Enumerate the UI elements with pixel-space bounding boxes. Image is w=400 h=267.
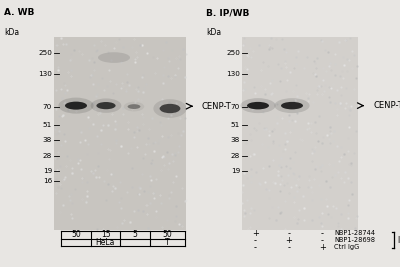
Text: -: - bbox=[287, 229, 290, 238]
Ellipse shape bbox=[281, 102, 303, 109]
Text: T: T bbox=[165, 238, 170, 247]
Ellipse shape bbox=[98, 52, 130, 63]
Ellipse shape bbox=[240, 98, 276, 113]
Text: A. WB: A. WB bbox=[4, 8, 34, 17]
Ellipse shape bbox=[153, 99, 187, 118]
Ellipse shape bbox=[91, 99, 121, 113]
Text: 250: 250 bbox=[38, 50, 52, 56]
Text: 51: 51 bbox=[231, 122, 240, 128]
Text: 70: 70 bbox=[231, 104, 240, 109]
Ellipse shape bbox=[160, 104, 180, 113]
Ellipse shape bbox=[65, 102, 87, 110]
Text: 250: 250 bbox=[226, 50, 240, 56]
Text: 28: 28 bbox=[43, 153, 52, 159]
Bar bbox=[54, 37, 186, 230]
Ellipse shape bbox=[96, 102, 116, 109]
Text: -: - bbox=[254, 243, 257, 252]
Text: 130: 130 bbox=[38, 71, 52, 77]
Text: 50: 50 bbox=[71, 230, 81, 239]
Text: NBP1-28698: NBP1-28698 bbox=[334, 237, 375, 243]
Ellipse shape bbox=[274, 98, 310, 113]
Text: +: + bbox=[285, 236, 292, 245]
Ellipse shape bbox=[128, 104, 140, 109]
Text: 19: 19 bbox=[43, 168, 52, 174]
Text: HeLa: HeLa bbox=[96, 238, 115, 247]
Text: +: + bbox=[319, 243, 326, 252]
Text: 130: 130 bbox=[226, 71, 240, 77]
Text: 5: 5 bbox=[132, 230, 137, 239]
Text: IP: IP bbox=[397, 236, 400, 245]
Text: Ctrl IgG: Ctrl IgG bbox=[334, 244, 359, 250]
Text: 15: 15 bbox=[101, 230, 110, 239]
Text: CENP-T: CENP-T bbox=[202, 102, 232, 111]
Text: B. IP/WB: B. IP/WB bbox=[206, 8, 249, 17]
Text: -: - bbox=[321, 236, 324, 245]
Text: 19: 19 bbox=[231, 168, 240, 174]
Text: kDa: kDa bbox=[4, 28, 19, 37]
Text: +: + bbox=[252, 229, 259, 238]
Text: CENP-T: CENP-T bbox=[374, 101, 400, 110]
Text: 70: 70 bbox=[43, 104, 52, 109]
Text: NBP1-28744: NBP1-28744 bbox=[334, 230, 375, 236]
Text: 28: 28 bbox=[231, 153, 240, 159]
Text: -: - bbox=[287, 243, 290, 252]
Text: kDa: kDa bbox=[206, 28, 221, 37]
Ellipse shape bbox=[58, 98, 94, 114]
Text: 50: 50 bbox=[162, 230, 172, 239]
Text: 38: 38 bbox=[43, 137, 52, 143]
Text: 38: 38 bbox=[231, 137, 240, 143]
Ellipse shape bbox=[247, 102, 269, 109]
Bar bbox=[242, 37, 358, 230]
Text: -: - bbox=[254, 236, 257, 245]
Text: 51: 51 bbox=[43, 122, 52, 128]
Text: -: - bbox=[321, 229, 324, 238]
Ellipse shape bbox=[124, 102, 144, 111]
Text: 16: 16 bbox=[43, 178, 52, 184]
